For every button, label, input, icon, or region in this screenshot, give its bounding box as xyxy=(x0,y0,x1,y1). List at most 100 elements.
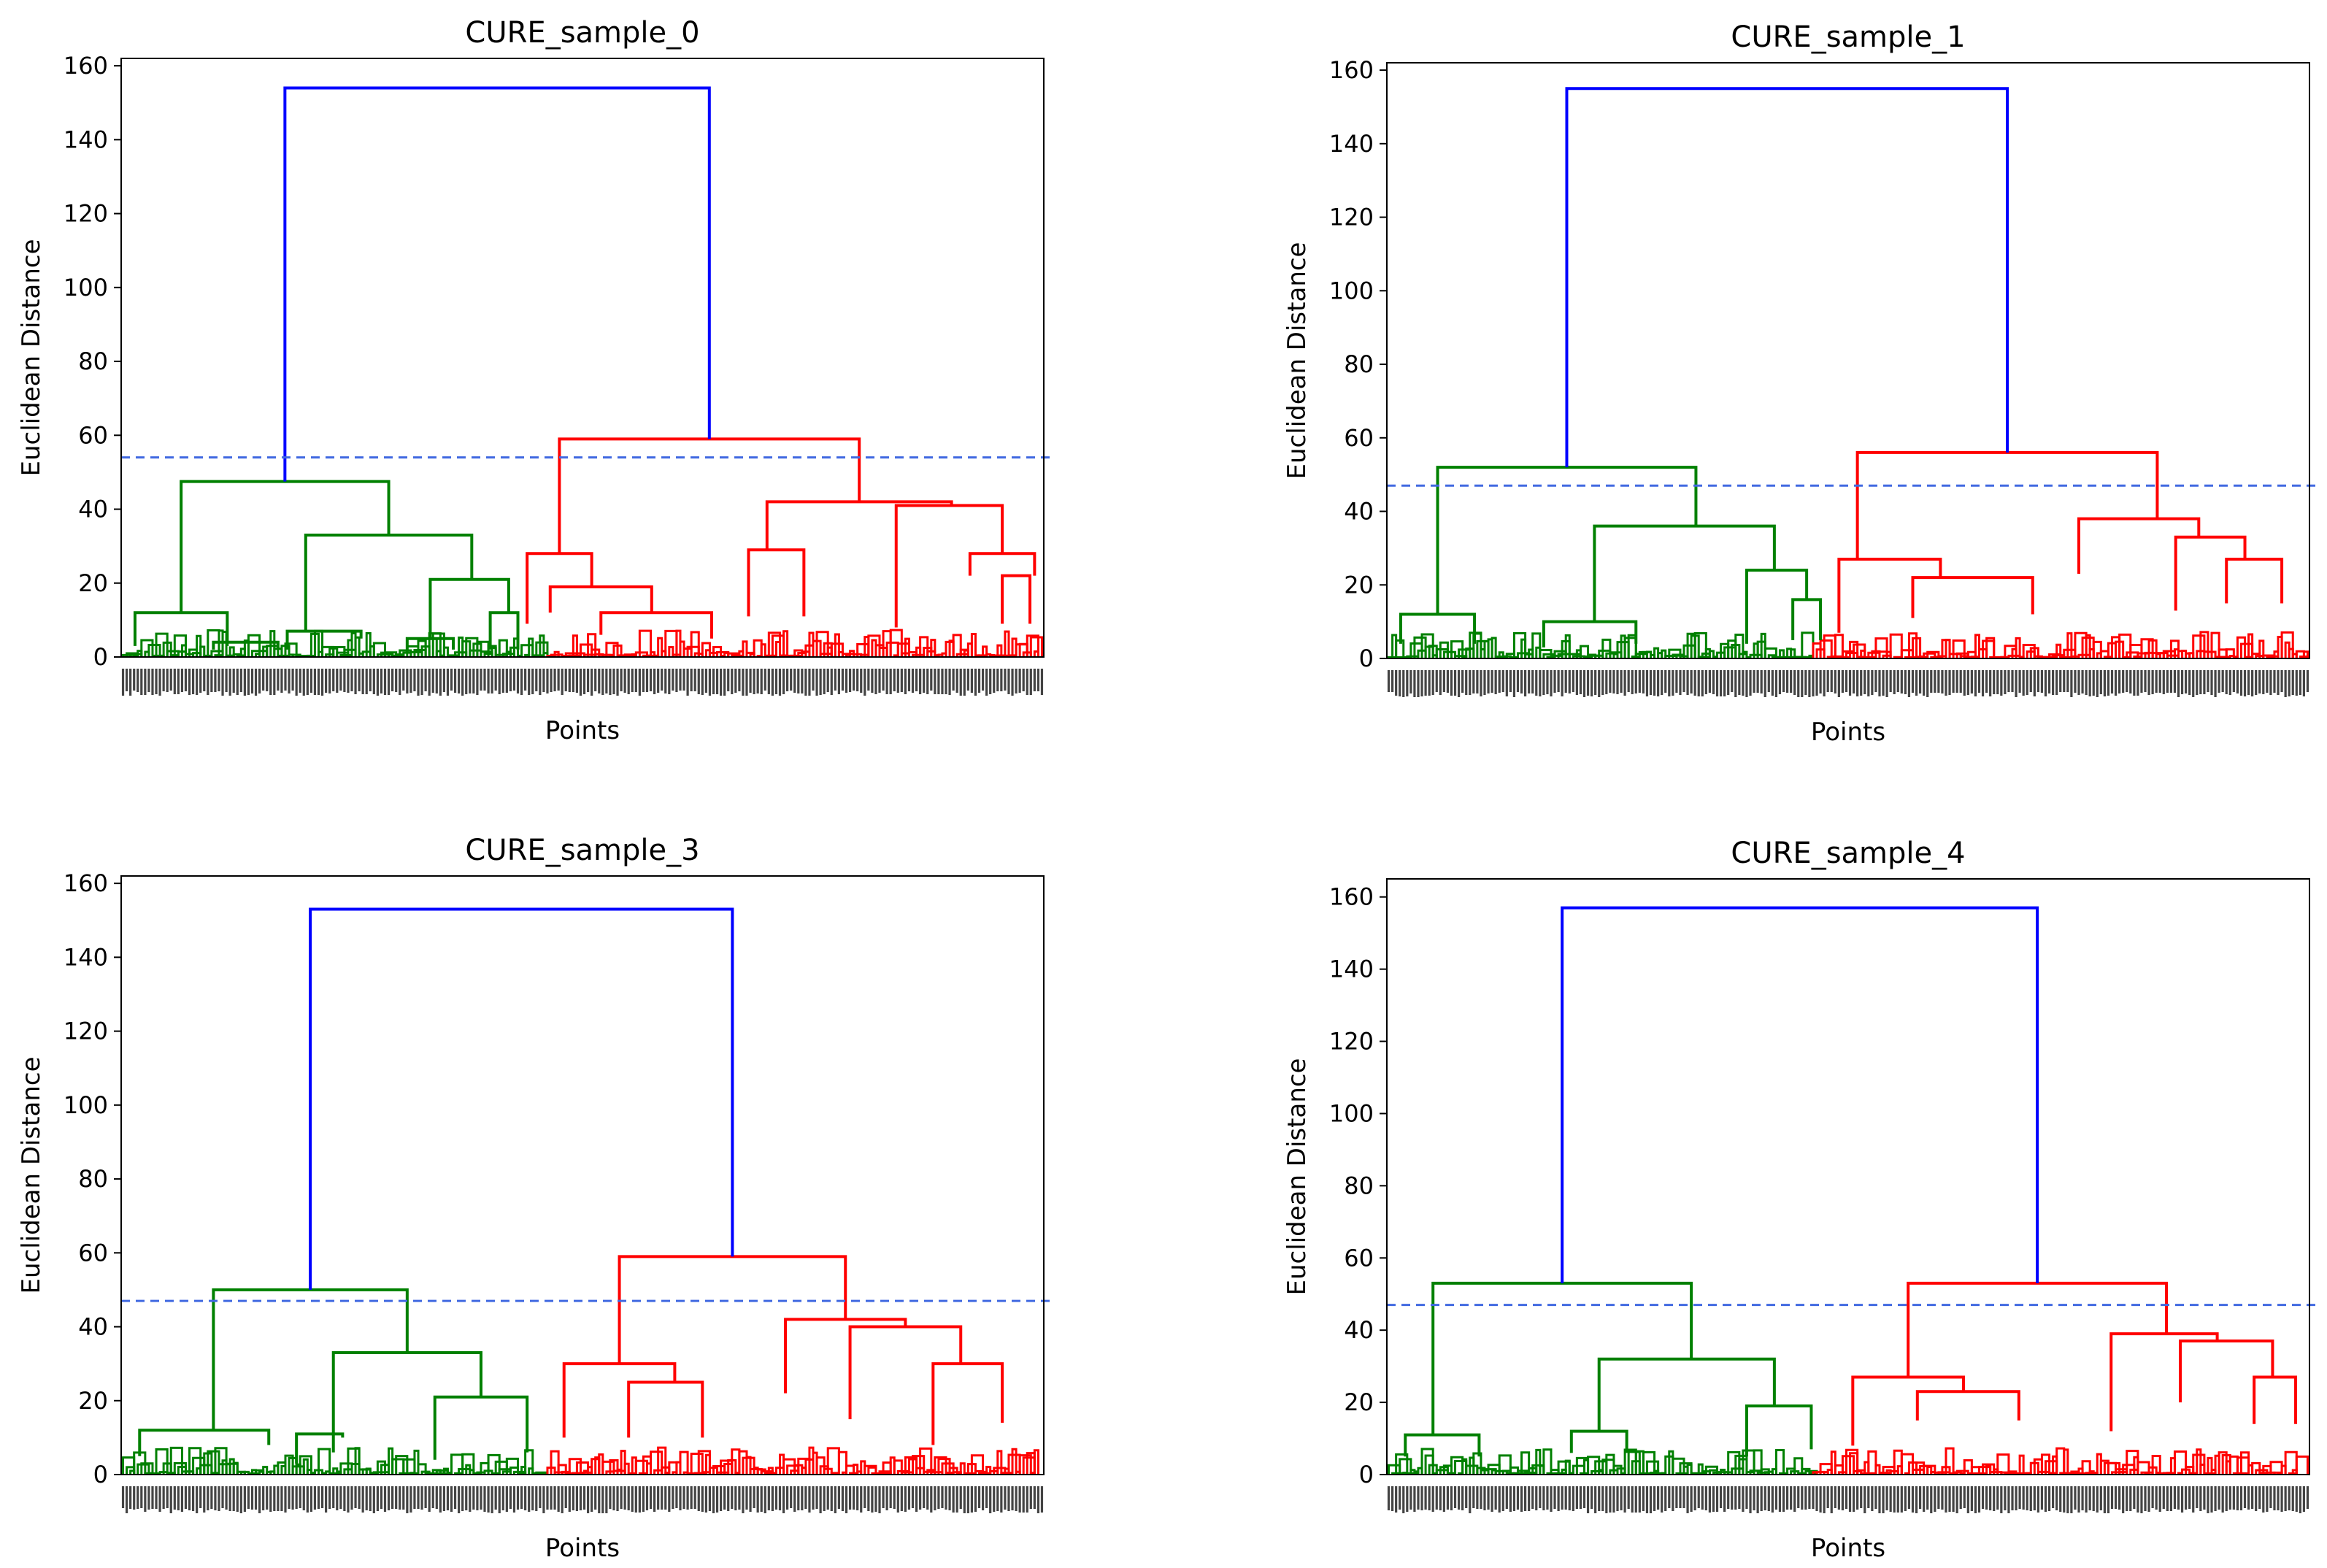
dendrogram-link xyxy=(2077,517,2201,574)
x-leaf-label xyxy=(952,1486,955,1513)
x-leaf-label xyxy=(2122,670,2125,693)
x-leaf-label xyxy=(1442,670,1445,692)
leaf-link xyxy=(461,1453,475,1475)
x-leaf-label xyxy=(1930,670,1933,693)
x-leaf-label xyxy=(528,669,531,695)
x-leaf-label xyxy=(1993,1486,1996,1511)
leaf-link xyxy=(1439,641,1449,658)
leaf-link xyxy=(1399,1458,1412,1475)
x-leaf-label xyxy=(620,1486,623,1509)
x-leaf-label xyxy=(727,669,730,691)
leaf-link xyxy=(2236,1456,2250,1475)
leaf-link xyxy=(155,632,169,657)
x-leaf-label xyxy=(269,669,272,695)
x-leaf-label xyxy=(1860,1486,1863,1508)
x-leaf-label xyxy=(1918,670,1922,693)
x-leaf-label xyxy=(734,1486,737,1510)
x-leaf-label xyxy=(1417,670,1420,697)
x-leaf-label xyxy=(1841,670,1845,693)
x-leaf-label xyxy=(882,1486,885,1508)
leaf-link xyxy=(904,637,910,657)
x-leaf-label xyxy=(280,669,283,693)
x-leaf-label xyxy=(771,669,774,696)
x-leaf-label xyxy=(402,1486,405,1510)
leaf-clusters xyxy=(1388,631,2309,658)
x-leaf-label xyxy=(874,669,877,694)
x-leaf-label xyxy=(325,669,328,693)
x-leaf-label xyxy=(1697,1486,1700,1508)
x-leaf-label xyxy=(1682,670,1685,692)
x-leaf-label xyxy=(1896,1486,1899,1513)
y-tick-label: 140 xyxy=(64,126,108,153)
x-leaf-label xyxy=(1815,1486,1818,1511)
x-leaf-label xyxy=(1974,1486,1977,1513)
x-leaf-label xyxy=(465,1486,468,1510)
x-leaf-label xyxy=(568,669,571,692)
leaf-link xyxy=(1823,634,1836,658)
x-leaf-label xyxy=(1959,670,1962,693)
x-leaf-label xyxy=(1531,670,1534,693)
leaf-link xyxy=(2210,631,2220,658)
x-leaf-label xyxy=(406,1486,409,1513)
x-leaf-label xyxy=(1690,1486,1693,1512)
x-leaf-label xyxy=(904,669,907,694)
leaf-link xyxy=(623,1462,630,1475)
leaf-link xyxy=(1598,649,1612,658)
x-leaf-label xyxy=(1771,670,1774,696)
x-leaf-label xyxy=(1834,670,1836,693)
x-leaf-label xyxy=(1731,1486,1734,1510)
x-leaf-label xyxy=(1505,670,1508,696)
x-leaf-label xyxy=(2299,670,2301,695)
leaf-link xyxy=(207,1450,220,1475)
x-leaf-label xyxy=(1767,670,1770,692)
x-leaf-label xyxy=(2258,1486,2261,1509)
x-leaf-label xyxy=(2077,670,2080,695)
x-leaf-label xyxy=(1457,670,1461,697)
x-leaf-label xyxy=(431,1486,434,1508)
x-leaf-label xyxy=(1867,1486,1870,1508)
x-leaf-label xyxy=(731,669,734,694)
x-leaf-label xyxy=(1406,670,1409,696)
y-axis-label: Euclidean Distance xyxy=(1282,242,1312,480)
x-leaf-label xyxy=(1893,1486,1896,1513)
x-leaf-label xyxy=(380,669,383,693)
x-leaf-label xyxy=(2015,670,2018,697)
x-leaf-label xyxy=(1591,1486,1593,1509)
x-leaf-label xyxy=(1528,1486,1531,1511)
x-leaf-label xyxy=(864,1486,866,1508)
x-leaf-label xyxy=(299,1486,301,1508)
x-leaf-label xyxy=(325,1486,328,1513)
x-leaf-label xyxy=(1882,670,1885,696)
x-leaf-label xyxy=(907,669,911,691)
x-leaf-label xyxy=(155,669,158,694)
x-leaf-label xyxy=(1753,1486,1755,1510)
x-leaf-label xyxy=(801,669,804,693)
x-leaf-label xyxy=(1391,670,1394,692)
x-leaf-label xyxy=(1830,670,1833,692)
x-leaf-label xyxy=(823,669,826,694)
x-leaf-label xyxy=(797,1486,800,1510)
x-leaf-label xyxy=(926,669,929,694)
x-leaf-label xyxy=(1004,1486,1007,1510)
x-leaf-label xyxy=(697,1486,700,1511)
x-leaf-label xyxy=(1889,1486,1892,1512)
leaf-link xyxy=(1790,648,1796,658)
x-leaf-label xyxy=(1941,670,1944,693)
x-leaf-label xyxy=(1797,670,1800,697)
x-leaf-label xyxy=(313,1486,317,1510)
x-leaf-label xyxy=(391,1486,394,1509)
x-leaf-label xyxy=(1609,670,1612,693)
x-leaf-label xyxy=(885,1486,888,1510)
x-leaf-label xyxy=(2088,1486,2091,1510)
x-leaf-label xyxy=(1439,670,1442,695)
x-axis-label: Points xyxy=(1811,1534,1885,1563)
x-leaf-label xyxy=(435,669,438,693)
x-leaf-label xyxy=(376,669,379,696)
x-leaf-label xyxy=(1934,1486,1936,1512)
x-leaf-label xyxy=(2155,670,2158,693)
x-leaf-label xyxy=(121,669,125,696)
x-leaf-label xyxy=(1778,670,1782,694)
x-leaf-label xyxy=(2236,670,2239,693)
x-leaf-label xyxy=(395,1486,398,1509)
x-leaf-label xyxy=(1022,669,1025,691)
